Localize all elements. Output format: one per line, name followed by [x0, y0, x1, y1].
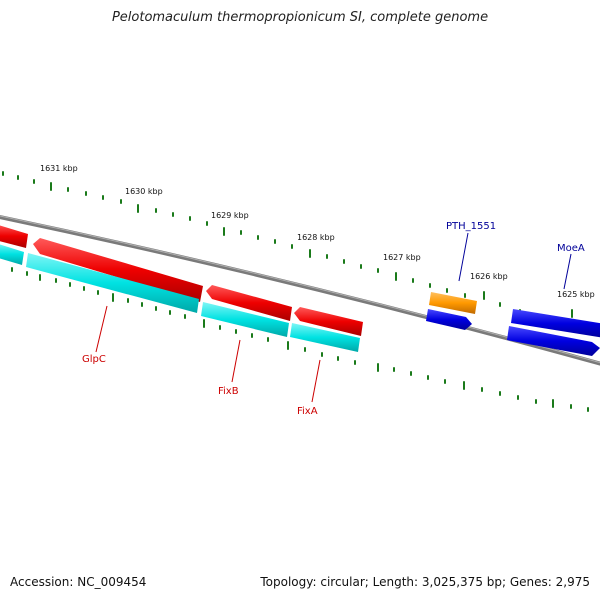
gene-fixb-cds[interactable] — [206, 285, 292, 321]
fixa-callout-line — [311, 359, 321, 403]
moea-callout-line — [563, 253, 572, 290]
gene-moea-cds[interactable] — [507, 309, 600, 356]
gene-label-moea[interactable]: MoeA — [557, 243, 585, 254]
map-title: Pelotomaculum thermopropionicum SI, comp… — [111, 10, 489, 25]
gene-label-fixa[interactable]: FixA — [297, 406, 318, 417]
genome-stats-label: Topology: circular; Length: 3,025,375 bp… — [260, 575, 590, 589]
tick-label: 1629 kbp — [211, 211, 249, 220]
tick-label: 1626 kbp — [470, 272, 508, 281]
gene-label-glpc[interactable]: GlpC — [82, 354, 106, 365]
tick-label: 1628 kbp — [297, 233, 335, 242]
pth1551-callout-line — [458, 232, 469, 282]
tick-label: 1625 kbp — [557, 290, 595, 299]
gene-fixa-cds[interactable] — [294, 307, 363, 336]
glpc-callout-line — [95, 305, 108, 353]
accession-label: Accession: NC_009454 — [10, 575, 147, 589]
tick-label: 1631 kbp — [40, 164, 78, 173]
tick-label: 1627 kbp — [383, 253, 421, 262]
gene-cyan-track — [0, 244, 360, 352]
tick-label: 1630 kbp — [125, 187, 163, 196]
gene-pth1551-cds[interactable] — [426, 292, 477, 330]
gene-label-pth1551[interactable]: PTH_1551 — [446, 221, 496, 232]
gene-label-fixb[interactable]: FixB — [218, 386, 239, 397]
gene-glpc-cds[interactable] — [0, 224, 203, 302]
inner-tick-track — [11, 267, 589, 412]
fixb-callout-line — [231, 339, 241, 383]
outer-tick-track — [2, 171, 589, 333]
